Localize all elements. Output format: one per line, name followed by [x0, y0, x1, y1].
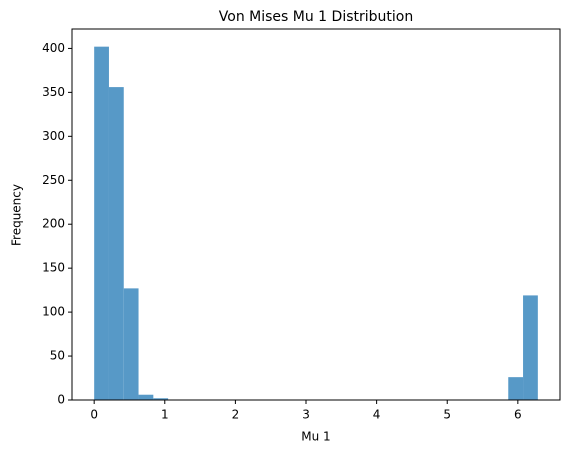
y-tick-label: 400: [42, 41, 65, 55]
y-tick-label: 300: [42, 129, 65, 143]
y-tick-label: 0: [57, 393, 65, 407]
bar: [94, 46, 109, 401]
bar: [138, 394, 154, 400]
y-tick-label: 100: [42, 305, 65, 319]
x-tick-label: 3: [302, 408, 310, 422]
bar: [508, 377, 524, 400]
chart-title: Von Mises Mu 1 Distribution: [219, 9, 413, 25]
bar: [523, 295, 538, 400]
y-tick-label: 200: [42, 217, 65, 231]
bar: [108, 87, 124, 401]
x-tick-label: 5: [443, 408, 451, 422]
y-tick-label: 150: [42, 261, 65, 275]
y-tick-label: 250: [42, 173, 65, 187]
plot-frame: [71, 28, 561, 401]
x-tick-label: 1: [161, 408, 169, 422]
x-tick-label: 2: [232, 408, 240, 422]
x-tick-label: 6: [514, 408, 522, 422]
x-axis-label: Mu 1: [301, 430, 330, 444]
y-tick-label: 50: [50, 349, 65, 363]
y-tick-label: 350: [42, 85, 65, 99]
x-tick-label: 0: [90, 408, 98, 422]
y-axis-label: Frequency: [10, 184, 24, 246]
bar: [153, 398, 169, 400]
bar: [123, 288, 139, 400]
x-tick-label: 4: [373, 408, 381, 422]
